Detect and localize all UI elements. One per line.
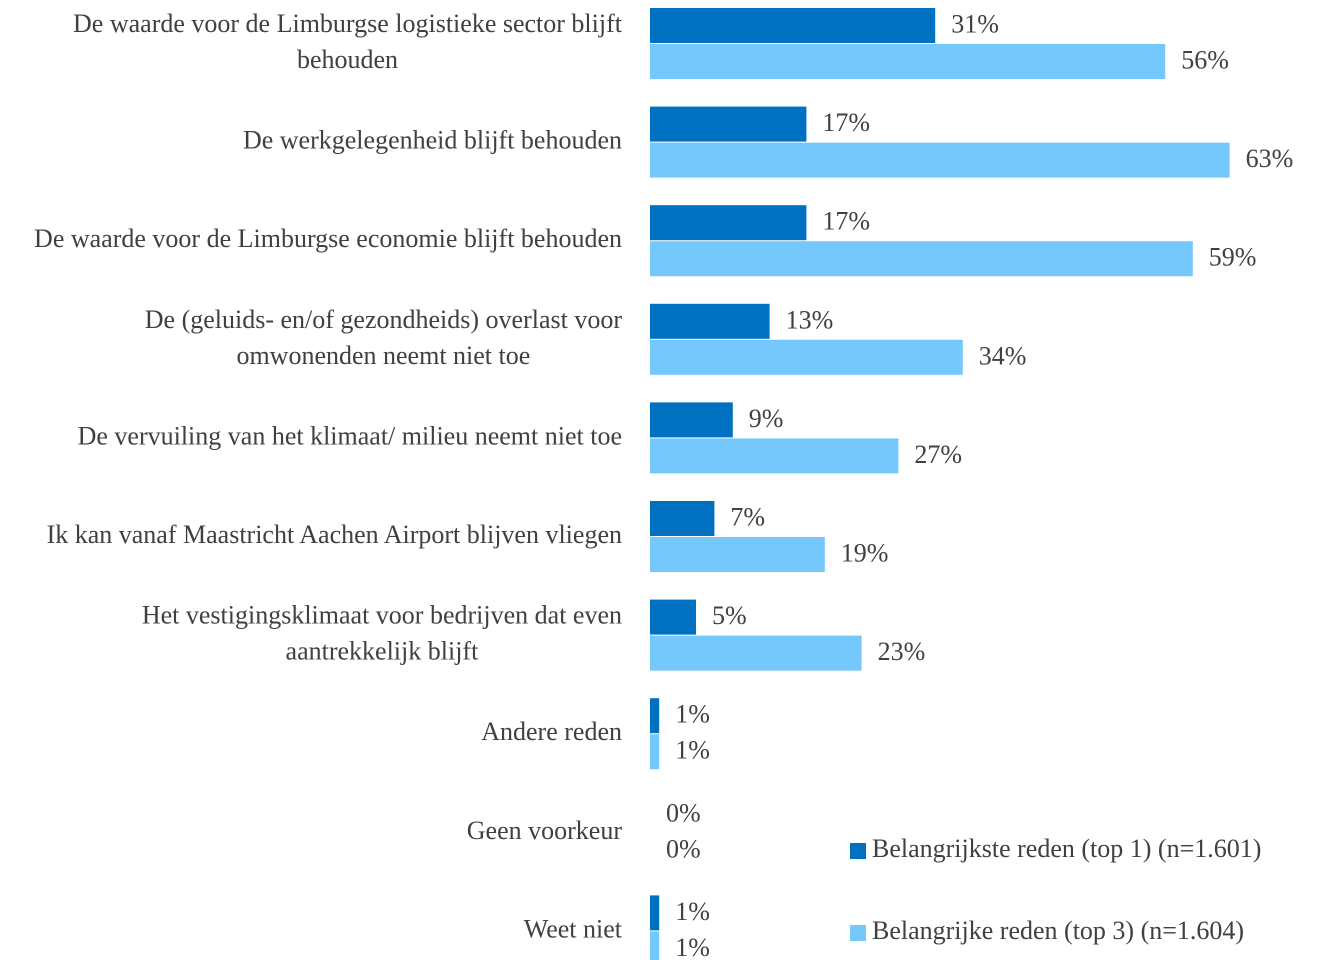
- value-label: 0%: [666, 798, 701, 827]
- bar: [650, 895, 660, 931]
- value-label: 23%: [878, 637, 926, 666]
- value-label: 9%: [749, 404, 784, 433]
- value-label: 1%: [675, 700, 710, 729]
- category-label: Andere reden: [481, 717, 622, 746]
- category-label: De werkgelegenheid blijft behouden: [243, 126, 622, 155]
- legend-swatch: [850, 843, 866, 859]
- category-label: De (geluids- en/of gezondheids) overlast…: [145, 305, 623, 370]
- value-label: 17%: [822, 108, 870, 137]
- bar: [650, 241, 1193, 277]
- category-label: Het vestigingsklimaat voor bedrijven dat…: [142, 601, 622, 666]
- value-label: 0%: [666, 834, 701, 863]
- value-label: 27%: [914, 440, 962, 469]
- legend-label: Belangrijke reden (top 3) (n=1.604): [872, 916, 1244, 945]
- bar: [650, 8, 936, 43]
- value-label: 59%: [1209, 243, 1257, 272]
- category-label: Ik kan vanaf Maastricht Aachen Airport b…: [47, 520, 622, 549]
- value-label: 31%: [951, 9, 999, 38]
- bar: [650, 599, 696, 635]
- bar: [650, 734, 660, 770]
- bar: [650, 402, 733, 438]
- value-label: 1%: [675, 933, 710, 960]
- category-label: Geen voorkeur: [467, 816, 623, 845]
- value-label: 5%: [712, 601, 747, 630]
- bar: [650, 142, 1230, 178]
- value-label: 19%: [841, 538, 889, 567]
- bar: [650, 698, 660, 734]
- value-label: 1%: [675, 897, 710, 926]
- value-label: 63%: [1246, 144, 1294, 173]
- legend-label: Belangrijkste reden (top 1) (n=1.601): [872, 834, 1261, 863]
- category-label: De vervuiling van het klimaat/ milieu ne…: [78, 421, 622, 450]
- bar: [650, 438, 899, 474]
- category-label: De waarde voor de Limburgse logistieke s…: [73, 9, 623, 74]
- value-label: 13%: [786, 305, 834, 334]
- bar: [650, 931, 660, 960]
- value-label: 1%: [675, 736, 710, 765]
- bar: [650, 106, 807, 142]
- value-label: 34%: [979, 341, 1027, 370]
- bar: [650, 303, 770, 339]
- bar: [650, 537, 825, 572]
- category-label: Weet niet: [524, 914, 623, 943]
- bar: [650, 635, 862, 671]
- bar: [650, 205, 807, 241]
- value-label: 7%: [730, 502, 765, 531]
- bar: [650, 339, 963, 375]
- bar: [650, 44, 1166, 79]
- value-label: 17%: [822, 207, 870, 236]
- category-label: De waarde voor de Limburgse economie bli…: [34, 224, 622, 253]
- legend-swatch: [850, 925, 866, 941]
- value-label: 56%: [1181, 45, 1229, 74]
- bar: [650, 501, 715, 536]
